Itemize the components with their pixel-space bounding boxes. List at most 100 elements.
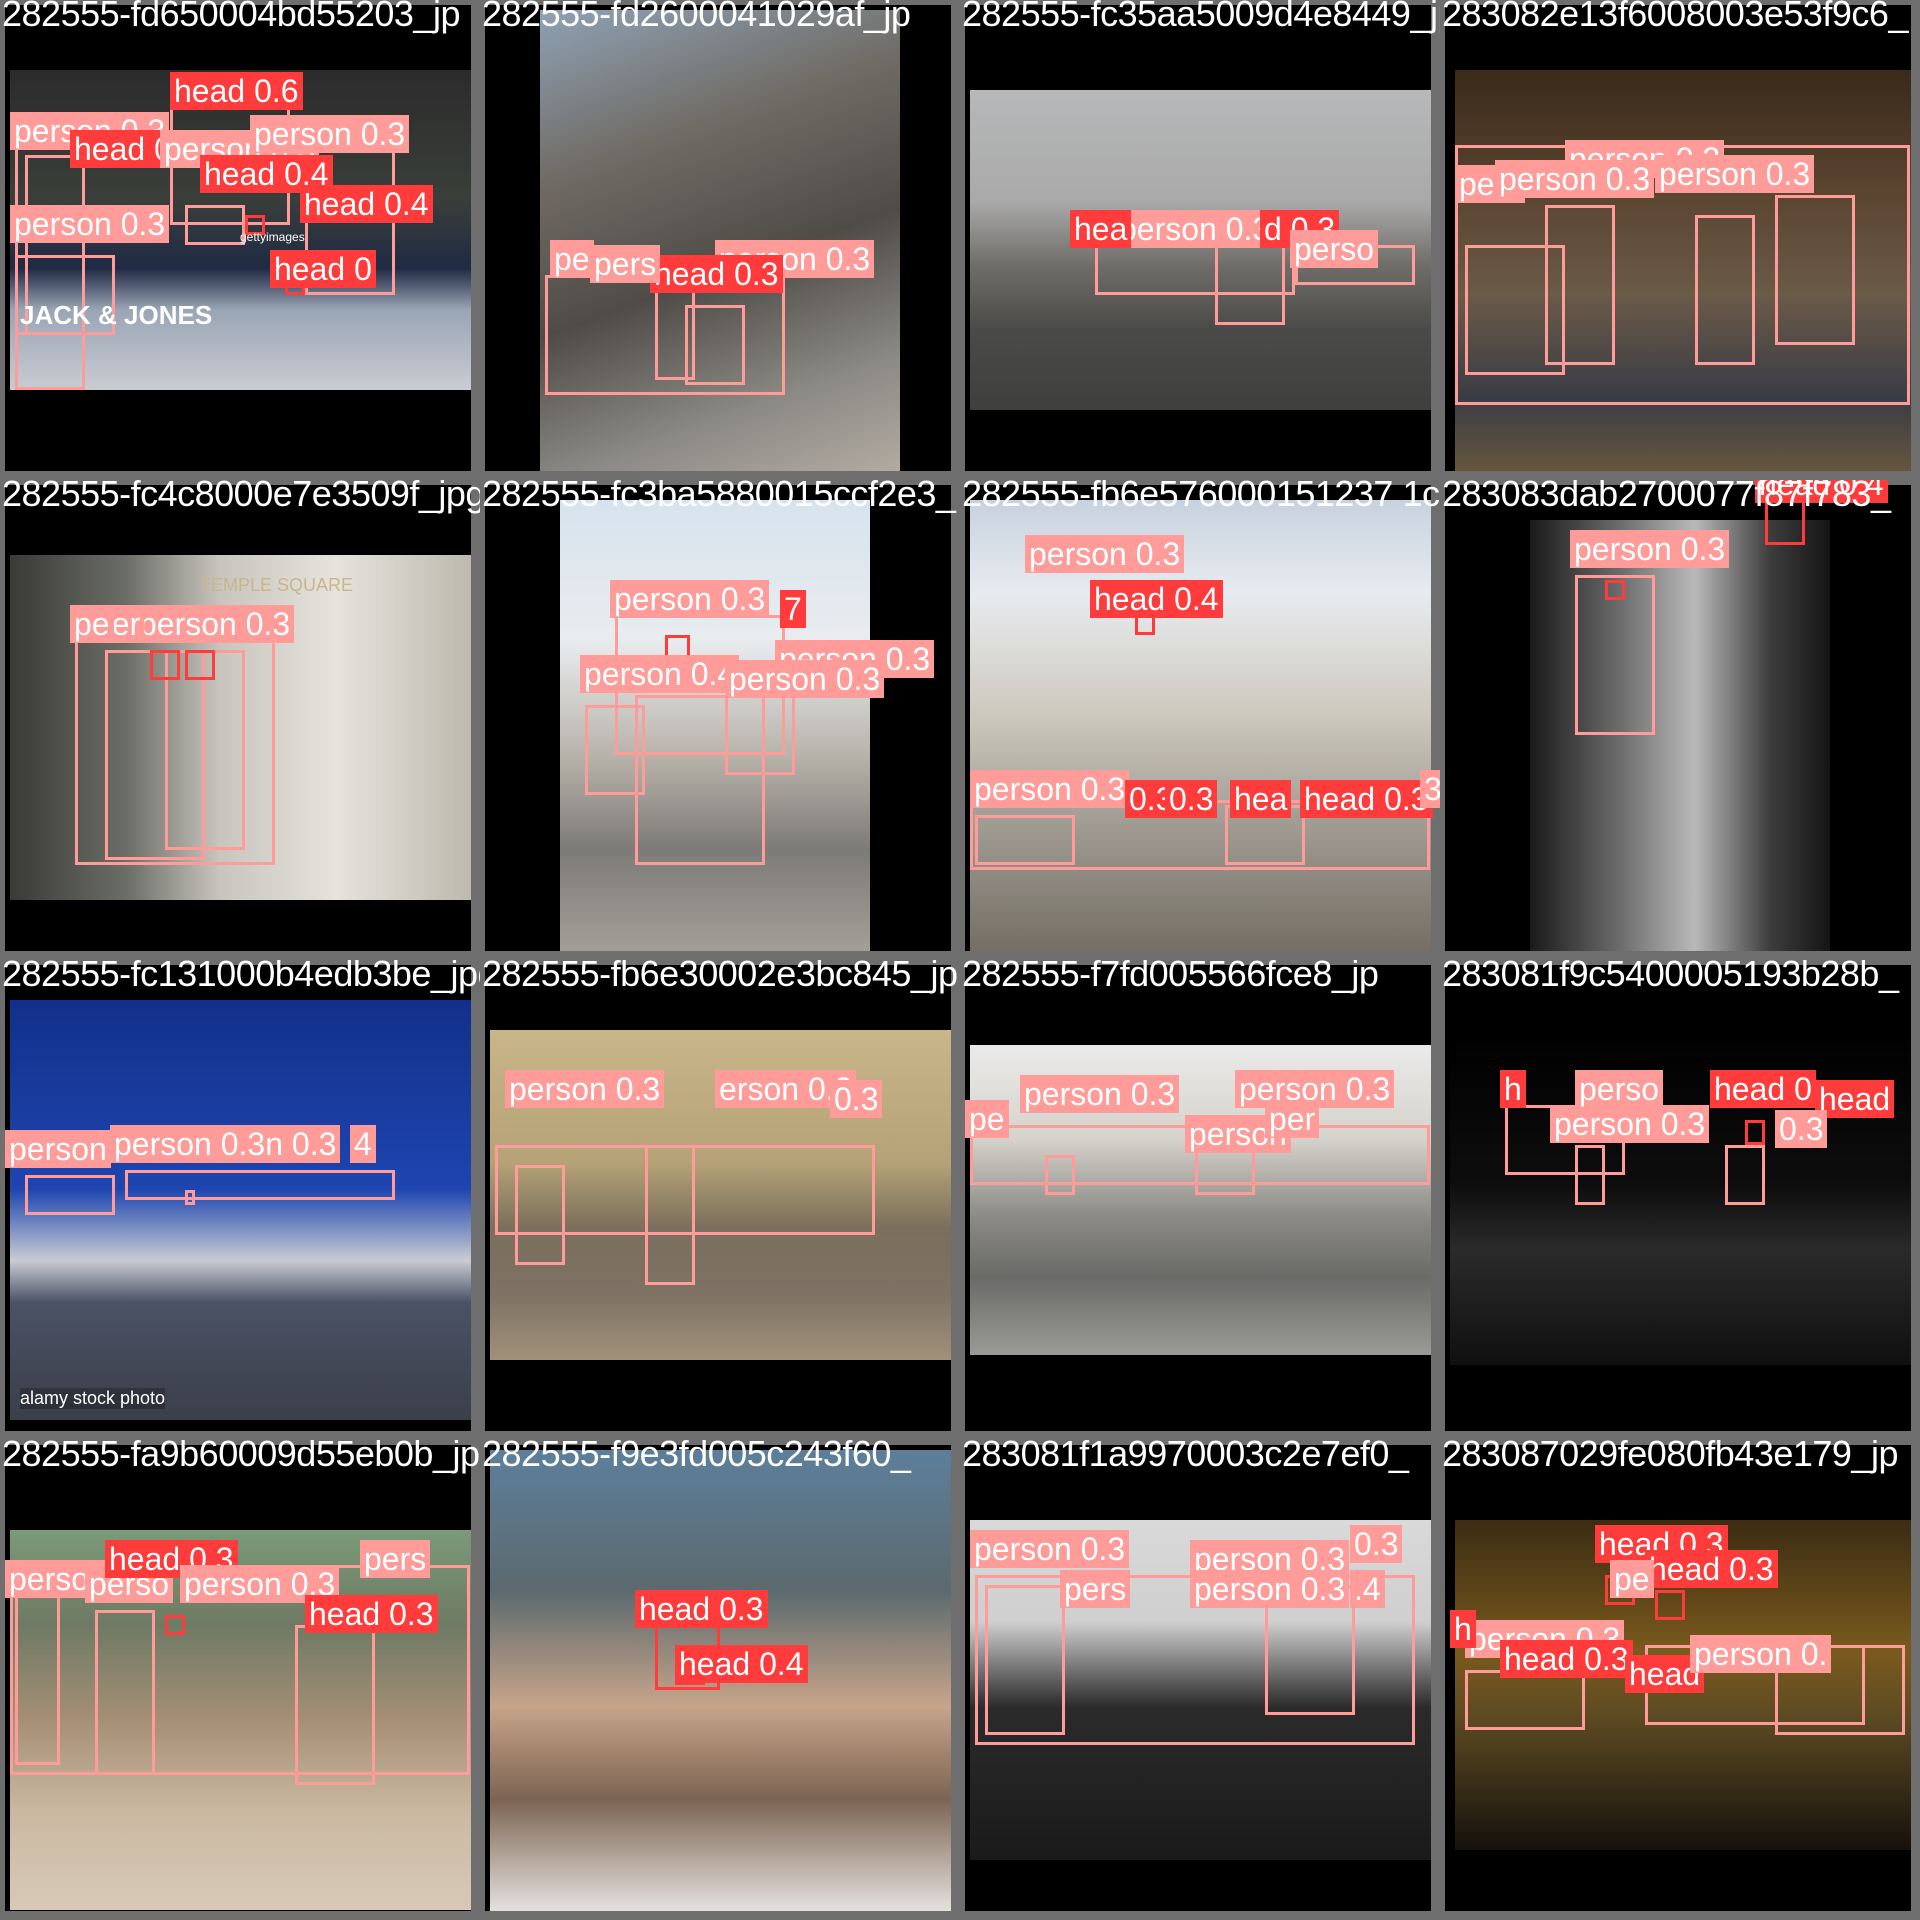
person-detection-label: 4 [350, 1125, 376, 1163]
person-detection-label: person 0.3 [1020, 1075, 1180, 1113]
person-detection-label: pe [70, 605, 114, 643]
mosaic-tile: person 0.3 person 0.3 0.3 pers person 0.3.4 2… [960, 1440, 1440, 1920]
watermark-text: alamy stock photo [20, 1388, 166, 1409]
person-detection-label: person 0.3 [970, 1530, 1130, 1568]
person-detection-label: person 0.3 [10, 205, 170, 243]
head-detection-label: head 0.4 [1090, 580, 1223, 618]
person-bounding-box [1465, 1670, 1585, 1730]
letterbox-frame [5, 485, 471, 951]
person-bounding-box [15, 1585, 60, 1765]
watermark-text: TEMPLE SQUARE [200, 575, 354, 595]
scene-photo [1530, 520, 1830, 951]
person-bounding-box [1575, 575, 1655, 735]
person-detection-label: person 0. [1690, 1635, 1832, 1673]
person-bounding-box [1545, 205, 1615, 365]
person-detection-label: perso [1290, 230, 1379, 268]
person-bounding-box [185, 1190, 195, 1205]
person-bounding-box [15, 255, 115, 335]
person-detection-label: 3 3 [1420, 770, 1440, 808]
tile-filename: 283082e13f6008003e53f9c6_ [1442, 0, 1908, 34]
person-bounding-box [515, 1165, 565, 1265]
person-detection-label: pe [965, 1100, 1009, 1138]
head-detection-label: head 0.3 [305, 1595, 438, 1633]
letterbox-frame [1445, 965, 1911, 1431]
letterbox-frame [965, 965, 1431, 1431]
scene-photo [970, 500, 1431, 951]
mosaic-tile: person 0.3 person 0.3 pers person 0.3 283082… [1440, 0, 1920, 480]
person-detection-label: person 0.3 [250, 115, 410, 153]
head-bounding-box [185, 650, 215, 680]
person-bounding-box [1775, 1645, 1905, 1735]
head-detection-label: head 0.4 [675, 1645, 808, 1683]
person-bounding-box [185, 205, 245, 245]
mosaic-tile: person 0.3 person 0.3 pe person per 282555-f7… [960, 960, 1440, 1440]
tile-filename: 282555-fd2600041029af_jp [482, 0, 911, 34]
person-detection-label: person 0.3 [1115, 210, 1275, 248]
person-bounding-box [685, 305, 745, 385]
head-bounding-box [245, 215, 265, 235]
person-detection-label: person 0.3 [135, 605, 295, 643]
head-detection-label: head 0.3 [1500, 1640, 1633, 1678]
person-detection-label: person 0.3 [610, 580, 770, 618]
mosaic-tile: person 0.3 erson 0.3 0.3 282555-fb6e30002e3… [480, 960, 960, 1440]
tile-filename: 282555-fc131000b4edb3be_jpg [2, 960, 480, 994]
person-bounding-box [1725, 1145, 1765, 1205]
person-detection-label: pers [590, 245, 661, 283]
letterbox-frame [485, 485, 951, 951]
person-detection-label: person [5, 1130, 111, 1168]
mosaic-tile: person person 0.3n 0.3 4 alamy stock photo 2… [0, 960, 480, 1440]
letterbox-frame [485, 5, 951, 471]
head-detection-label: hea [1230, 780, 1292, 818]
head-detection-label: head [1815, 1080, 1895, 1118]
person-detection-label: pe [1610, 1560, 1654, 1598]
person-detection-label: person 0.3 [1550, 1105, 1710, 1143]
person-detection-label: person 0.3 [505, 1070, 665, 1108]
person-bounding-box [985, 1585, 1065, 1735]
person-bounding-box [635, 695, 765, 865]
person-bounding-box [725, 685, 795, 775]
person-detection-label: pe [550, 240, 594, 278]
person-detection-label: person 0.3 [970, 770, 1130, 808]
head-detection-label: head 0.4 [1755, 480, 1888, 503]
head-detection-label: head 0.6 [170, 72, 303, 110]
person-detection-label: person 0.4 [580, 655, 740, 693]
head-bounding-box [165, 1615, 185, 1635]
tile-filename: 283087029fe080fb43e179_jp [1442, 1440, 1898, 1474]
head-detection-label: head 0.3 [1645, 1550, 1778, 1588]
person-bounding-box [645, 1145, 695, 1285]
head-detection-label: head 0.3 [635, 1590, 768, 1628]
person-bounding-box [165, 650, 245, 850]
head-detection-label: hea [1070, 210, 1132, 248]
letterbox-frame [485, 965, 951, 1431]
person-bounding-box [975, 815, 1075, 865]
head-detection-label: head 0 [270, 250, 376, 288]
person-detection-label: person 0.3 [1495, 160, 1655, 198]
head-detection-label: head 0.4 [200, 155, 333, 193]
letterbox-frame [1445, 5, 1911, 471]
person-bounding-box [1045, 1155, 1075, 1195]
person-bounding-box [1695, 215, 1755, 365]
head-bounding-box [150, 650, 180, 680]
tile-filename: 282555-f9e3fd005c243f60_ [482, 1440, 911, 1474]
person-bounding-box [295, 1625, 375, 1785]
scene-photo [560, 500, 870, 951]
tile-filename: 282555-fa9b60009d55eb0b_jp [2, 1440, 480, 1474]
mosaic-tile: head 0.3 head 0.3 pe person 0.3 h head 0.3 hea… [1440, 1440, 1920, 1920]
tile-filename: 283081f9c5400005193b28b_ [1442, 960, 1899, 994]
person-detection-label: 0.3 [830, 1080, 883, 1118]
mosaic-tile: head 0.3 head 0.4 282555-f9e3fd005c243f60_ [480, 1440, 960, 1920]
mosaic-tile: person 0.3 head 0.3 pe pers 282555-fd2600041… [480, 0, 960, 480]
person-detection-label: 0.3 [1775, 1110, 1828, 1148]
tile-filename: 282555-fc35aa5009d4e8449_jpg [962, 0, 1440, 34]
person-bounding-box [1775, 195, 1855, 345]
person-bounding-box [95, 1610, 155, 1775]
letterbox-frame [965, 1445, 1431, 1911]
scene-photo [10, 1000, 471, 1420]
person-detection-label: person 0.3 [1570, 530, 1730, 568]
head-detection-label: h [1450, 1610, 1476, 1648]
head-bounding-box [1745, 1120, 1765, 1145]
tile-filename: 283081f1a9970003c2e7ef0_ [962, 1440, 1409, 1474]
letterbox-frame [5, 965, 471, 1431]
